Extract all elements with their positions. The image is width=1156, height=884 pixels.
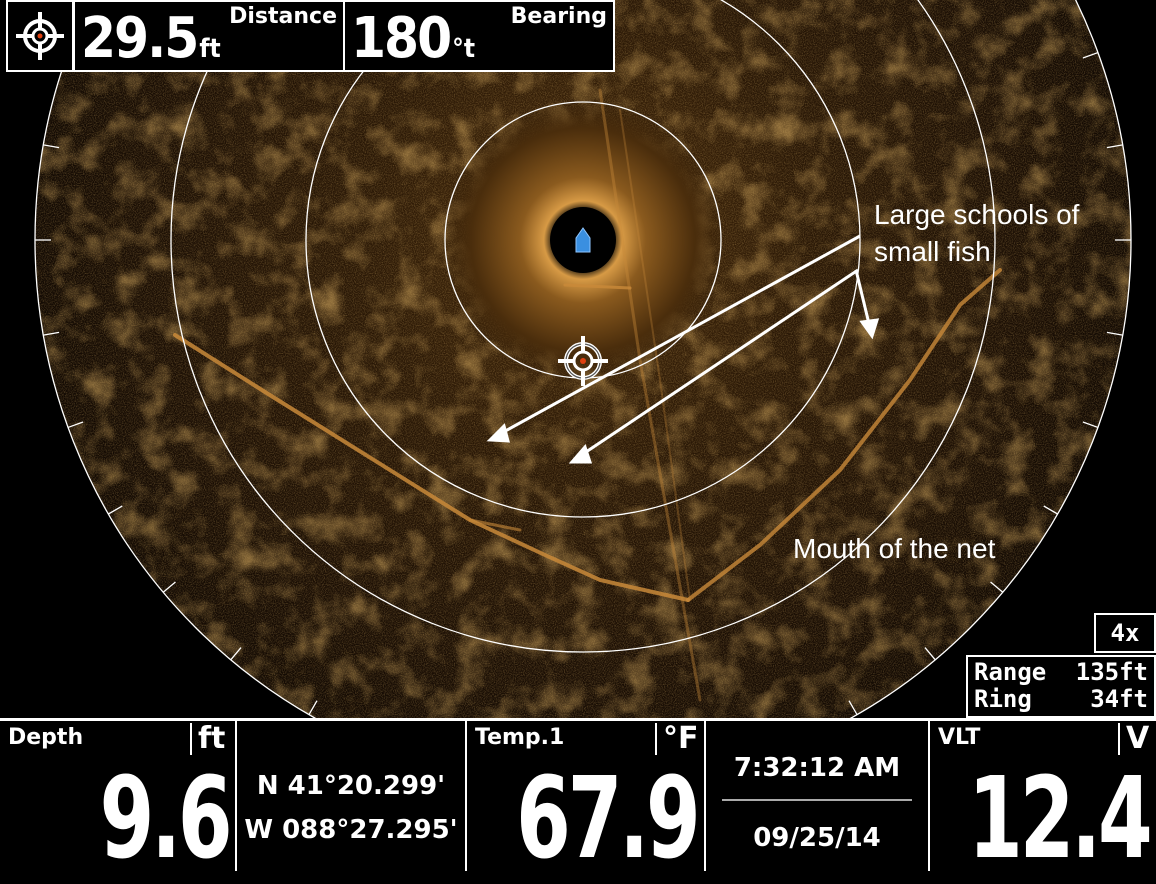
voltage-label: VLT (938, 725, 981, 750)
distance-value-group: 29.5ft (81, 8, 221, 80)
bearing-label: Bearing (510, 4, 607, 29)
temp-value: 67.9 (516, 754, 702, 884)
temp-panel: Temp.1 °F 67.9 (467, 721, 704, 876)
bearing-tick (108, 505, 123, 515)
latitude: N 41°20.299' (256, 771, 446, 801)
bearing-unit: °t (452, 34, 476, 64)
fish-annotation-line1: Large schools of (874, 199, 1080, 230)
depth-panel: Depth ft 9.6 (0, 721, 235, 876)
bearing-tick (1106, 144, 1123, 149)
distance-value: 29.5 (81, 6, 199, 71)
fish-annotation-line2: small fish (874, 236, 991, 267)
fish-annotation: Large schools of small fish (874, 196, 1079, 270)
bearing-tick (230, 647, 242, 661)
bearing-tick (43, 144, 60, 149)
cursor-target-icon[interactable] (558, 336, 608, 386)
bearing-tick (67, 421, 84, 429)
bearing-tick (308, 700, 318, 715)
bearing-value: 180 (351, 6, 452, 71)
distance-readout: 29.5ft Distance (73, 0, 345, 72)
bearing-tick (43, 331, 60, 336)
longitude: W 088°27.295' (244, 815, 458, 845)
temp-unit: °F (655, 723, 699, 755)
voltage-panel: VLT V 12.4 (930, 721, 1156, 876)
boat-icon (575, 227, 591, 253)
net-structure (173, 88, 1002, 702)
bearing-tick (1082, 51, 1099, 59)
depth-value: 9.6 (99, 754, 232, 884)
distance-unit: ft (199, 34, 221, 64)
bearing-tick (990, 581, 1004, 593)
cursor-mode-button[interactable] (6, 0, 74, 72)
range-panel: Range 135ft Ring 34ft (966, 655, 1156, 718)
date-value: 09/25/14 (753, 823, 881, 853)
bearing-tick (1082, 421, 1099, 429)
annotation-arrows (486, 234, 880, 464)
status-bar: Depth ft 9.6 N 41°20.299' W 088°27.295' … (0, 718, 1156, 876)
sonar-display[interactable]: Large schools of small fish Mouth of the… (0, 0, 1156, 718)
position-panel: N 41°20.299' W 088°27.295' (237, 721, 465, 871)
range-label: Range (974, 658, 1047, 686)
bearing-tick (1043, 505, 1058, 515)
bearing-tick (924, 647, 936, 661)
depth-label: Depth (8, 725, 84, 750)
bearing-tick (848, 700, 858, 715)
sonar-image (34, 0, 1132, 718)
bearing-value-group: 180°t (351, 8, 475, 80)
bearing-tick (1106, 331, 1123, 336)
crosshair-icon (16, 12, 64, 60)
bearing-readout: 180°t Bearing (343, 0, 615, 72)
temp-label: Temp.1 (475, 725, 565, 750)
voltage-value: 12.4 (968, 754, 1154, 884)
voltage-unit: V (1118, 723, 1149, 755)
ring-label: Ring (974, 685, 1032, 713)
depth-unit: ft (190, 723, 225, 755)
bearing-tick (162, 581, 176, 593)
time-panel: 7:32:12 AM 09/25/14 (706, 721, 928, 871)
distance-label: Distance (229, 4, 337, 29)
ring-value: 34ft (1090, 685, 1148, 713)
zoom-level[interactable]: 4x (1094, 613, 1156, 653)
range-value: 135ft (1075, 658, 1148, 686)
time-value: 7:32:12 AM (733, 753, 901, 783)
net-annotation: Mouth of the net (793, 533, 996, 564)
